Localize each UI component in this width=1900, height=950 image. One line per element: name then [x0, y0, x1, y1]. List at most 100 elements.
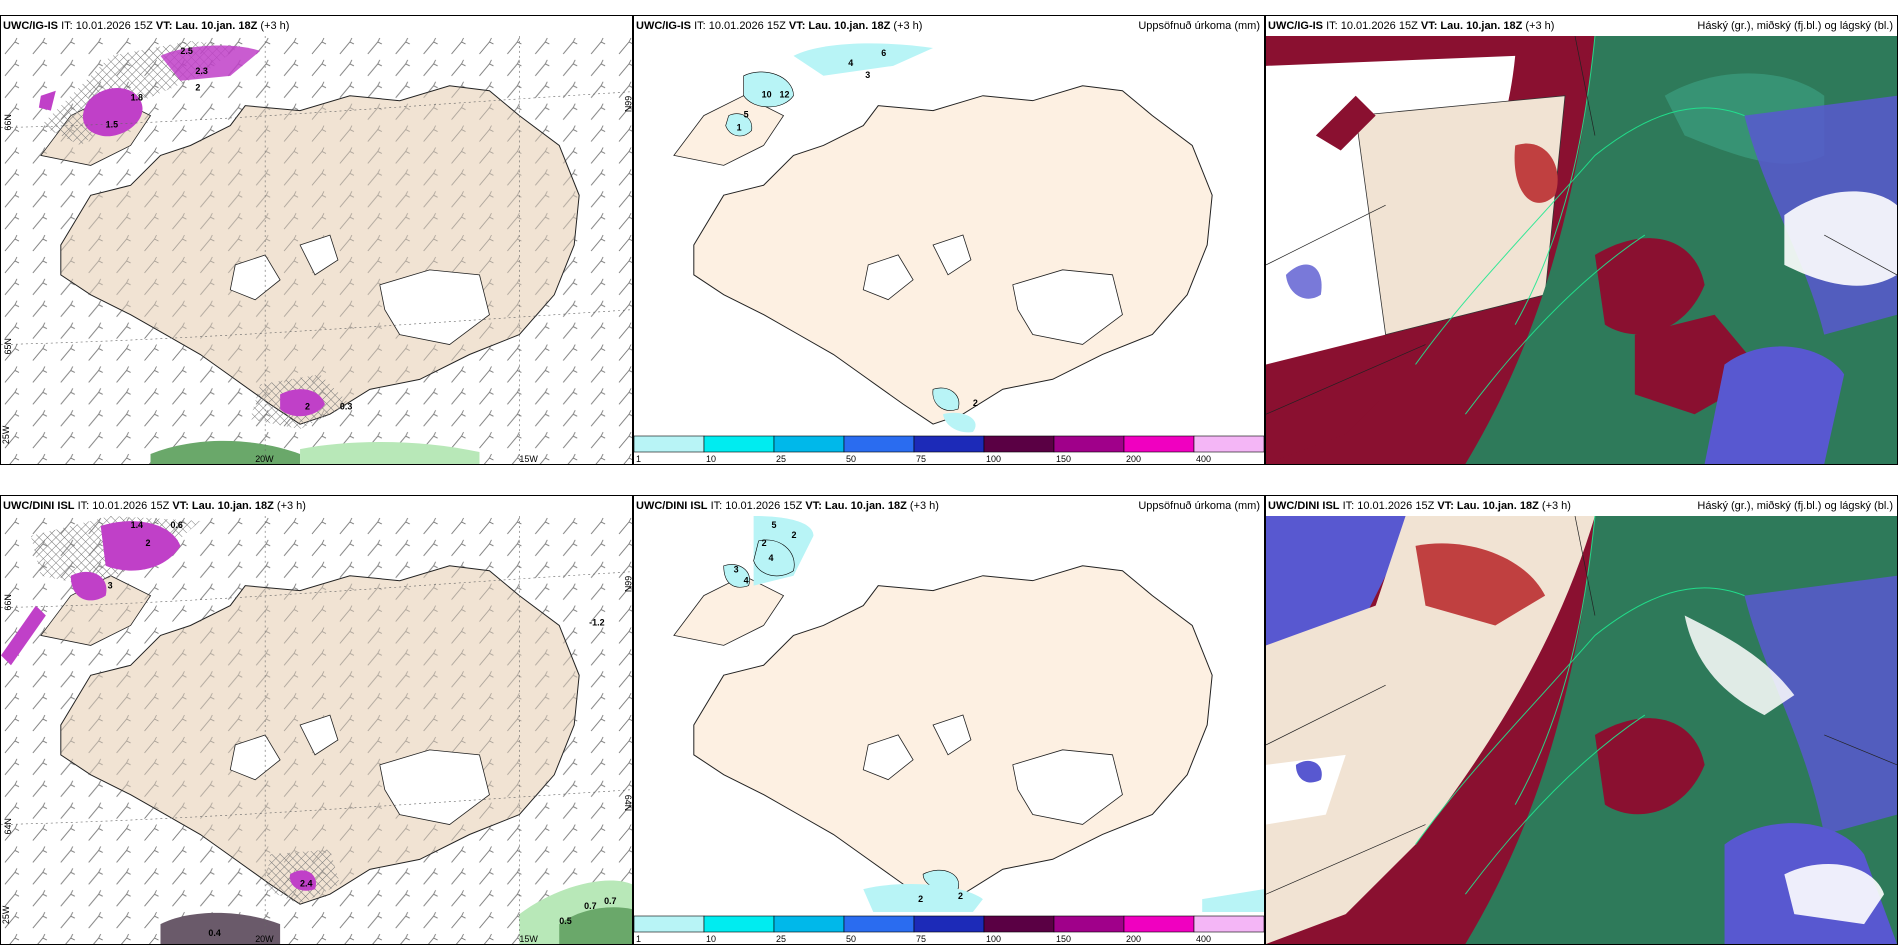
lead-time: (+3 h)	[1541, 500, 1571, 512]
valid-time-label: VT:	[1437, 500, 1454, 512]
precip-contour-label: 12	[780, 90, 790, 100]
panel-header: UWC/IG-IS IT: 10.01.2026 15Z VT: Lau. 10…	[1266, 16, 1897, 36]
colorbar-tick-label: 200	[1126, 454, 1141, 464]
precip-title: Uppsöfnuð úrkoma (mm)	[1138, 500, 1260, 512]
colorbar-swatch	[983, 435, 1055, 453]
wind-contour-label: 0.7	[584, 901, 596, 911]
cloud-map[interactable]	[1266, 516, 1897, 944]
lead-time: (+3 h)	[909, 500, 939, 512]
colorbar-tick-label: 150	[1056, 454, 1071, 464]
wind-contour-label: 1.4	[131, 520, 143, 530]
precip-title: Uppsöfnuð úrkoma (mm)	[1138, 20, 1260, 32]
lon-label-20w: 20W	[255, 934, 274, 944]
precip-contour-label: 2	[792, 530, 797, 540]
wind-contour-label: -1.2	[589, 617, 604, 627]
init-time: IT: 10.01.2026 15Z	[1326, 20, 1418, 32]
colorbar-swatch	[773, 915, 845, 933]
panel-header: UWC/DINI ISL IT: 10.01.2026 15Z VT: Lau.…	[1266, 496, 1897, 516]
colorbar-tick-label: 1	[636, 454, 641, 464]
precip-contour-label: 4	[769, 553, 774, 563]
precip-contour-label: 2	[958, 891, 963, 901]
colorbar-swatch	[1053, 915, 1125, 933]
colorbar-tick-label: 1	[636, 934, 641, 944]
lon-label-15w: 15W	[519, 934, 538, 944]
cloud-panel-row2: UWC/DINI ISL IT: 10.01.2026 15Z VT: Lau.…	[1265, 495, 1898, 945]
valid-time: Lau. 10.jan. 18Z	[1440, 20, 1523, 32]
colorbar-tick-label: 25	[776, 934, 786, 944]
precip-contour-label: 5	[744, 110, 749, 120]
lat-label-65n: 65N	[3, 338, 13, 354]
valid-time: Lau. 10.jan. 18Z	[191, 500, 274, 512]
precip-contour-label: 5	[772, 520, 777, 530]
wind-contour-label: 2.5	[180, 46, 192, 56]
lon-label-25w: 25W	[1, 905, 11, 924]
valid-time-label: VT:	[172, 500, 189, 512]
colorbar-swatch	[983, 915, 1055, 933]
lead-time: (+3 h)	[276, 500, 306, 512]
init-time: IT: 10.01.2026 15Z	[1342, 500, 1435, 512]
valid-time: Lau. 10.jan. 18Z	[824, 500, 907, 512]
precip-contour-label: 4	[744, 576, 749, 586]
wind-contour-label: 0.3	[340, 401, 352, 411]
wind-contour-label: 3	[108, 581, 113, 591]
model-name: UWC/DINI ISL	[1268, 500, 1340, 512]
valid-time-label: VT:	[805, 500, 822, 512]
colorbar-tick-label: 10	[706, 454, 716, 464]
colorbar-tick-label: 100	[986, 454, 1001, 464]
wind-map[interactable]: 66N 64N 25W 20W 15W 66N 64N 1.4 0.6 2 3 …	[1, 516, 632, 944]
panel-header: UWC/IG-IS IT: 10.01.2026 15Z VT: Lau. 10…	[1, 16, 632, 36]
lead-time: (+3 h)	[260, 20, 290, 32]
wind-contour-label: 0.4	[208, 928, 220, 938]
colorbar-tick-label: 100	[986, 934, 1001, 944]
colorbar-swatch	[843, 435, 915, 453]
precip-contour-label: 1	[737, 123, 742, 133]
wind-contour-label: 2.4	[300, 878, 312, 888]
colorbar-swatch	[703, 435, 775, 453]
panel-header: UWC/IG-IS IT: 10.01.2026 15Z VT: Lau. 10…	[634, 16, 1264, 36]
valid-time-label: VT:	[788, 20, 806, 32]
wind-contour-label: 2.3	[195, 66, 207, 76]
model-name: UWC/IG-IS	[3, 20, 58, 32]
colorbar-swatch	[843, 915, 915, 933]
colorbar-tick-label: 50	[846, 454, 856, 464]
wind-map[interactable]: 66N 65N 25W 20W 15W 66N 2.5 2.3 2 1.8 1.…	[1, 36, 632, 464]
cloud-panel-row1: UWC/IG-IS IT: 10.01.2026 15Z VT: Lau. 10…	[1265, 15, 1898, 465]
colorbar-swatch	[703, 915, 775, 933]
precip-contour-label: 10	[762, 90, 772, 100]
colorbar-tick-label: 25	[776, 454, 786, 464]
init-time: IT: 10.01.2026 15Z	[694, 20, 786, 32]
lat-label-right-64n: 64N	[623, 795, 632, 811]
wind-contour-label: 2	[146, 538, 151, 548]
colorbar-swatch	[913, 435, 985, 453]
wind-contour-label: 0.6	[170, 520, 182, 530]
colorbar-tick-label: 400	[1196, 934, 1211, 944]
init-time: IT: 10.01.2026 15Z	[77, 500, 170, 512]
cloud-title: Háský (gr.), miðský (fj.bl.) og lágský (…	[1697, 20, 1893, 32]
precip-contour-label: 2	[973, 398, 978, 408]
wind-contour-label: 0.7	[604, 896, 616, 906]
precip-map[interactable]: 5 2 2 4 4 3 2 2	[634, 516, 1264, 914]
colorbar-tick-label: 75	[916, 454, 926, 464]
model-name: UWC/DINI ISL	[636, 500, 708, 512]
precip-contour-label: 3	[865, 70, 870, 80]
wind-contour-label: 1.5	[106, 120, 118, 130]
init-time: IT: 10.01.2026 15Z	[710, 500, 803, 512]
wind-contour-label: 0.5	[559, 916, 571, 926]
wind-panel-row2: UWC/DINI ISL IT: 10.01.2026 15Z VT: Lau.…	[0, 495, 633, 945]
cloud-map[interactable]	[1266, 36, 1897, 464]
valid-time: Lau. 10.jan. 18Z	[175, 20, 258, 32]
valid-time-label: VT:	[1420, 20, 1438, 32]
colorbar-swatch	[1123, 915, 1195, 933]
lat-label-right: 66N	[623, 96, 632, 112]
panel-header: UWC/DINI ISL IT: 10.01.2026 15Z VT: Lau.…	[1, 496, 632, 516]
model-name: UWC/DINI ISL	[3, 500, 75, 512]
precip-map[interactable]: 4 6 3 10 12 5 1 2	[634, 36, 1264, 434]
precip-contour-label: 2	[762, 538, 767, 548]
precip-panel-row1: UWC/IG-IS IT: 10.01.2026 15Z VT: Lau. 10…	[633, 15, 1265, 465]
precip-contour-label: 3	[734, 565, 739, 575]
colorbar-swatch	[634, 915, 705, 933]
init-time: IT: 10.01.2026 15Z	[61, 20, 153, 32]
model-name: UWC/IG-IS	[636, 20, 691, 32]
wind-contour-label: 2	[195, 83, 200, 93]
lead-time: (+3 h)	[893, 20, 923, 32]
